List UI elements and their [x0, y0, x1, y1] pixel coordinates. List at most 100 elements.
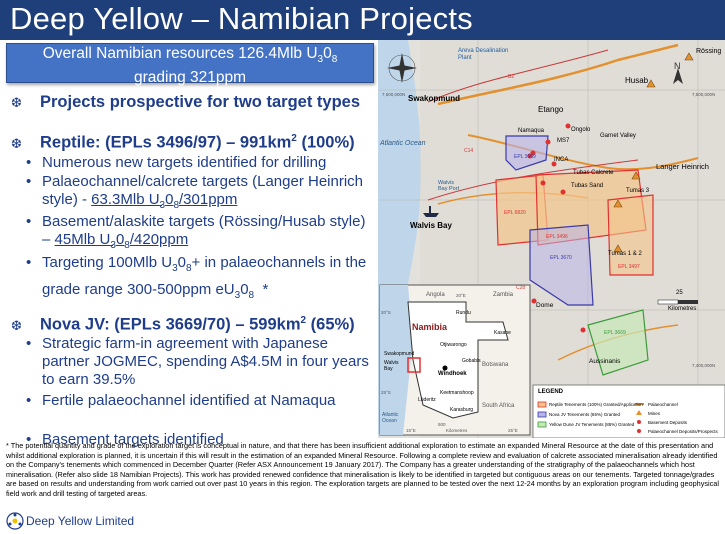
inset-lon20: 20°E: [456, 293, 466, 298]
inset-otjiwarongo: Otjiwarongo: [440, 342, 467, 348]
inset-windhoek: Windhoek: [438, 371, 467, 377]
snowflake-bullet-icon: ❆: [11, 136, 22, 151]
label-husab: Husab: [625, 76, 649, 85]
title-bar: Deep Yellow – Namibian Projects: [0, 0, 725, 40]
label-langer: Langer Heinrich: [656, 162, 709, 171]
namibia-outline: [407, 301, 509, 419]
ship-icon: [423, 213, 439, 217]
inset-zambia: Zambia: [493, 292, 514, 298]
label-namaqua: Namaqua: [518, 128, 545, 134]
label-tubas-sand: Tubas Sand: [571, 183, 604, 189]
label-swakopmund: Swakopmund: [408, 94, 461, 103]
epl-3669-polygon: [505, 135, 549, 171]
label-aussinanis: Aussinanis: [589, 358, 621, 365]
compass-icon: [387, 53, 417, 83]
snowflake-bullet-icon: ❆: [11, 318, 22, 333]
epl-3497-polygon: [607, 194, 654, 276]
snowflake-bullet-icon: ❆: [11, 95, 22, 110]
inset-lon25: 25°E: [508, 428, 518, 433]
epl-3670-polygon: [529, 224, 594, 306]
label-etango: Etango: [538, 105, 564, 114]
inset-walvis: Walvis Bay: [384, 360, 399, 372]
label-tumas12: Tumas 1 & 2: [608, 251, 642, 257]
inset-namibia: Namibia: [412, 322, 448, 332]
inset-botswana: Botswana: [482, 362, 509, 368]
resource-summary-box: Overall Namibian resources 126.4Mlb U308…: [6, 43, 374, 86]
inset-project-box: [407, 357, 421, 373]
inset-kasane: Kasane: [494, 330, 511, 336]
label-walvis-bay: Walvis Bay: [410, 221, 452, 230]
label-dome: Dome: [536, 302, 554, 309]
label-c14: C14: [464, 148, 474, 154]
deposit-markers: [527, 123, 586, 333]
inset-lat25: 25°S: [381, 390, 391, 395]
reptile-resource-link-1[interactable]: 63.3Mlb U308/301ppm: [91, 191, 238, 211]
epl-yellow-dune-polygon: [587, 309, 649, 376]
heading-reptile: Reptile: (EPLs 3496/97) – 991km2 (100%): [40, 133, 355, 152]
project-map: Areva Desalination Plant Rössing Husab S…: [378, 40, 725, 438]
mine-tumas12-icon: [613, 244, 623, 253]
inset-karasburg: Karasburg: [450, 407, 474, 413]
deep-yellow-logo-icon: [6, 512, 24, 530]
label-b2: B2: [508, 74, 515, 80]
label-garnet: Garnet Valley: [600, 133, 636, 139]
grid-label-3: 7,400,000N: [692, 363, 716, 368]
page-title: Deep Yellow – Namibian Projects: [10, 1, 473, 36]
legend-box: [532, 384, 725, 438]
label-epl6820: EPL 6820: [504, 210, 526, 216]
palaeochannel-1: [437, 43, 679, 106]
label-atlantic: Atlantic Ocean: [380, 140, 426, 147]
inset-lon15: 15°E: [406, 428, 416, 433]
inset-angola: Angola: [426, 292, 445, 298]
mine-markers: [613, 52, 694, 253]
heading-nova: Nova JV: (EPLs 3669/70) – 599km2 (65%): [40, 315, 355, 334]
grid-label-2: 7,500,000N: [692, 92, 716, 97]
inset-swakopmund: Swakopmund: [384, 351, 415, 357]
legend-item-basement: Basement Deposits: [648, 420, 688, 425]
mine-rossing-icon: [684, 52, 694, 61]
reptile-resource-link-2[interactable]: 45Mlb U308/420ppm: [54, 231, 189, 251]
grid-label-1: 7,500,000N: [382, 92, 406, 97]
legend-item-nova: Nova JV Tenements (65%) Granted: [549, 412, 620, 417]
label-epl3669b: EPL 3669: [604, 330, 626, 336]
company-name: Deep Yellow Limited: [26, 514, 135, 528]
inset-gobabis: Gobabis: [462, 358, 481, 364]
label-tubas-calcrete: Tubas Calcrete: [573, 170, 614, 176]
label-rossing: Rössing: [696, 48, 722, 55]
inset-atlantic: Atlantic Ocean: [382, 412, 399, 424]
inset-km: 500: [438, 422, 446, 427]
legend-item-reptile: Reptile Tenements (100%) Granted/Applica…: [549, 402, 643, 407]
north-arrow-icon: [673, 68, 683, 84]
legend-item-yellow-dune: Yellow Dune JV Tenements (85%) Granted: [549, 422, 635, 427]
legend-title: LEGEND: [538, 389, 564, 395]
label-epl3670: EPL 3670: [550, 255, 572, 261]
label-north: N: [674, 61, 681, 71]
label-ongolo: Ongolo: [571, 127, 591, 133]
windhoek-dot: [442, 365, 448, 371]
label-c28: C28: [516, 285, 526, 291]
label-epl3669: EPL 3669: [514, 154, 536, 160]
inset-lat20: 20°S: [381, 310, 391, 315]
mine-husab-icon: [646, 79, 656, 88]
mine-tumas3-icon: [613, 199, 623, 208]
label-epl3497: EPL 3497: [618, 264, 640, 270]
legend-item-palaeo-deposits: Palaeochannel Deposits/Prospects: [648, 429, 718, 434]
heading-projects: Projects prospective for two target type…: [40, 93, 361, 111]
inset-south-africa: South Africa: [482, 403, 515, 409]
footnote: * The potential quantity and grade of th…: [6, 441, 719, 498]
label-areva: Areva Desalination Plant: [458, 48, 509, 61]
inset-luderitz: Lüderitz: [418, 397, 436, 403]
label-walvis-port: Walvis Bay Port: [438, 180, 460, 192]
legend-item-palaeochannel: Palaeochannel: [648, 402, 678, 407]
label-tumas3: Tumas 3: [626, 188, 650, 194]
inset-kmlbl: Kilometres: [446, 428, 468, 433]
road-b2: [427, 49, 609, 103]
label-kilometres: Kilometres: [668, 306, 697, 312]
mine-langer-icon: [631, 171, 641, 180]
label-epl3496: EPL 3496: [546, 234, 568, 240]
legend-item-mines: Mines: [648, 411, 661, 416]
inset-rundu: Rundu: [456, 310, 471, 316]
label-scale-25: 25: [676, 290, 683, 296]
inset-keetmanshoop: Keetmanshoop: [440, 390, 474, 396]
label-ms7: MS7: [557, 138, 570, 144]
